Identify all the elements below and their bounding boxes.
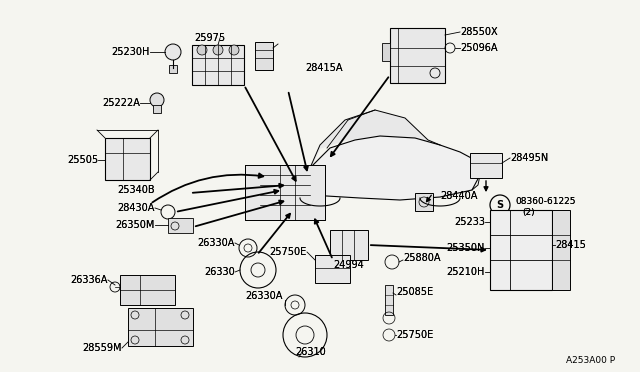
Text: 26336A: 26336A <box>70 275 108 285</box>
Circle shape <box>213 45 223 55</box>
Bar <box>120 275 175 305</box>
Text: 25880A: 25880A <box>403 253 440 263</box>
Text: 25085E: 25085E <box>396 287 433 297</box>
Text: 26350M: 26350M <box>116 220 155 230</box>
Text: 26330: 26330 <box>204 267 235 277</box>
Bar <box>490 210 552 290</box>
Text: 28415A: 28415A <box>305 63 342 73</box>
Text: A253A00 P: A253A00 P <box>566 356 615 365</box>
Text: 25085E: 25085E <box>396 287 433 297</box>
Text: 25230H: 25230H <box>111 47 150 57</box>
Bar <box>390 28 445 83</box>
Bar <box>385 285 393 315</box>
Bar <box>552 210 570 290</box>
Text: 25096A: 25096A <box>460 43 497 53</box>
Text: 25222A: 25222A <box>102 98 140 108</box>
Text: 25975: 25975 <box>194 33 225 43</box>
Bar <box>330 230 368 260</box>
Bar <box>105 138 150 180</box>
Text: 26310: 26310 <box>295 347 326 357</box>
Text: 24994: 24994 <box>333 260 364 270</box>
Text: 28430A: 28430A <box>118 203 155 213</box>
Text: 25505: 25505 <box>67 155 98 165</box>
Bar <box>169 65 177 73</box>
Polygon shape <box>270 136 480 200</box>
Text: 25750E: 25750E <box>396 330 433 340</box>
Text: 28415A: 28415A <box>305 63 342 73</box>
Text: 26330A: 26330A <box>246 291 283 301</box>
Text: (2): (2) <box>522 208 534 217</box>
Bar <box>315 255 350 283</box>
Text: 25096A: 25096A <box>460 43 497 53</box>
Bar <box>192 45 244 85</box>
Text: 26310: 26310 <box>295 347 326 357</box>
Text: 25233: 25233 <box>454 217 485 227</box>
Text: 28440A: 28440A <box>440 191 477 201</box>
Bar <box>128 308 193 346</box>
Circle shape <box>165 44 181 60</box>
Text: 25210H: 25210H <box>447 267 485 277</box>
Bar <box>245 165 325 220</box>
Text: 25880A: 25880A <box>403 253 440 263</box>
Text: 08360-61225: 08360-61225 <box>515 198 575 206</box>
Bar <box>153 105 161 113</box>
Text: 28415: 28415 <box>555 240 586 250</box>
Text: 24994: 24994 <box>333 260 364 270</box>
Bar <box>382 43 390 61</box>
Text: 25210H: 25210H <box>447 267 485 277</box>
Text: 28440A: 28440A <box>440 191 477 201</box>
Text: 25340B: 25340B <box>117 185 155 195</box>
Bar <box>168 218 193 233</box>
Text: 25230H: 25230H <box>111 47 150 57</box>
Circle shape <box>150 93 164 107</box>
Text: 25750E: 25750E <box>269 247 307 257</box>
Text: 25505: 25505 <box>67 155 98 165</box>
Text: 25350N: 25350N <box>447 243 485 253</box>
Text: 08360-61225: 08360-61225 <box>515 198 575 206</box>
Text: 28550X: 28550X <box>460 27 498 37</box>
Text: 26350M: 26350M <box>116 220 155 230</box>
Text: 25350N: 25350N <box>447 243 485 253</box>
Polygon shape <box>310 110 440 168</box>
Bar <box>255 42 273 70</box>
Text: 26336A: 26336A <box>70 275 108 285</box>
Text: 25340B: 25340B <box>117 185 155 195</box>
Text: 25975: 25975 <box>194 33 225 43</box>
Text: S: S <box>497 200 504 210</box>
Text: 28559M: 28559M <box>83 343 122 353</box>
Text: 26330: 26330 <box>204 267 235 277</box>
Text: (2): (2) <box>522 208 534 217</box>
Text: 28495N: 28495N <box>510 153 548 163</box>
Text: 28495N: 28495N <box>510 153 548 163</box>
Text: 26330A: 26330A <box>246 291 283 301</box>
Text: 25222A: 25222A <box>102 98 140 108</box>
Text: 28415: 28415 <box>555 240 586 250</box>
Text: 26330A: 26330A <box>198 238 235 248</box>
Text: 25233: 25233 <box>454 217 485 227</box>
Text: 28430A: 28430A <box>118 203 155 213</box>
Circle shape <box>197 45 207 55</box>
Text: 25750E: 25750E <box>396 330 433 340</box>
Text: 26330A: 26330A <box>198 238 235 248</box>
Bar <box>415 193 433 211</box>
Bar <box>470 153 502 178</box>
Text: 25750E: 25750E <box>269 247 307 257</box>
Text: 28550X: 28550X <box>460 27 498 37</box>
Text: 28559M: 28559M <box>83 343 122 353</box>
Circle shape <box>229 45 239 55</box>
